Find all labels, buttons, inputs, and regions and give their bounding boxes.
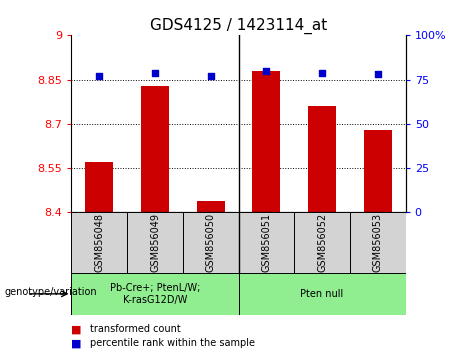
Bar — [364, 130, 392, 212]
Bar — [127, 212, 183, 273]
Bar — [71, 273, 239, 315]
Bar — [238, 212, 294, 273]
Text: GSM856050: GSM856050 — [206, 213, 216, 272]
Point — [95, 73, 103, 79]
Text: Pten null: Pten null — [301, 289, 344, 299]
Text: GSM856053: GSM856053 — [373, 213, 383, 272]
Bar — [183, 212, 238, 273]
Text: ■: ■ — [71, 338, 82, 348]
Point — [374, 72, 382, 77]
Title: GDS4125 / 1423114_at: GDS4125 / 1423114_at — [150, 18, 327, 34]
Text: GSM856052: GSM856052 — [317, 213, 327, 272]
Point — [319, 70, 326, 75]
Text: GSM856048: GSM856048 — [95, 213, 104, 272]
Bar — [253, 71, 280, 212]
Bar — [350, 212, 406, 273]
Text: Pb-Cre+; PtenL/W;
K-rasG12D/W: Pb-Cre+; PtenL/W; K-rasG12D/W — [110, 283, 200, 305]
Text: ■: ■ — [71, 324, 82, 334]
Text: percentile rank within the sample: percentile rank within the sample — [90, 338, 255, 348]
Bar — [85, 162, 113, 212]
Text: GSM856049: GSM856049 — [150, 213, 160, 272]
Bar — [308, 106, 336, 212]
Point — [207, 73, 214, 79]
Bar — [238, 273, 406, 315]
Text: transformed count: transformed count — [90, 324, 181, 334]
Bar — [141, 86, 169, 212]
Bar — [294, 212, 350, 273]
Text: genotype/variation: genotype/variation — [5, 287, 97, 297]
Text: GSM856051: GSM856051 — [261, 213, 272, 272]
Point — [151, 70, 159, 75]
Point — [263, 68, 270, 74]
Bar — [71, 212, 127, 273]
Bar — [197, 201, 225, 212]
